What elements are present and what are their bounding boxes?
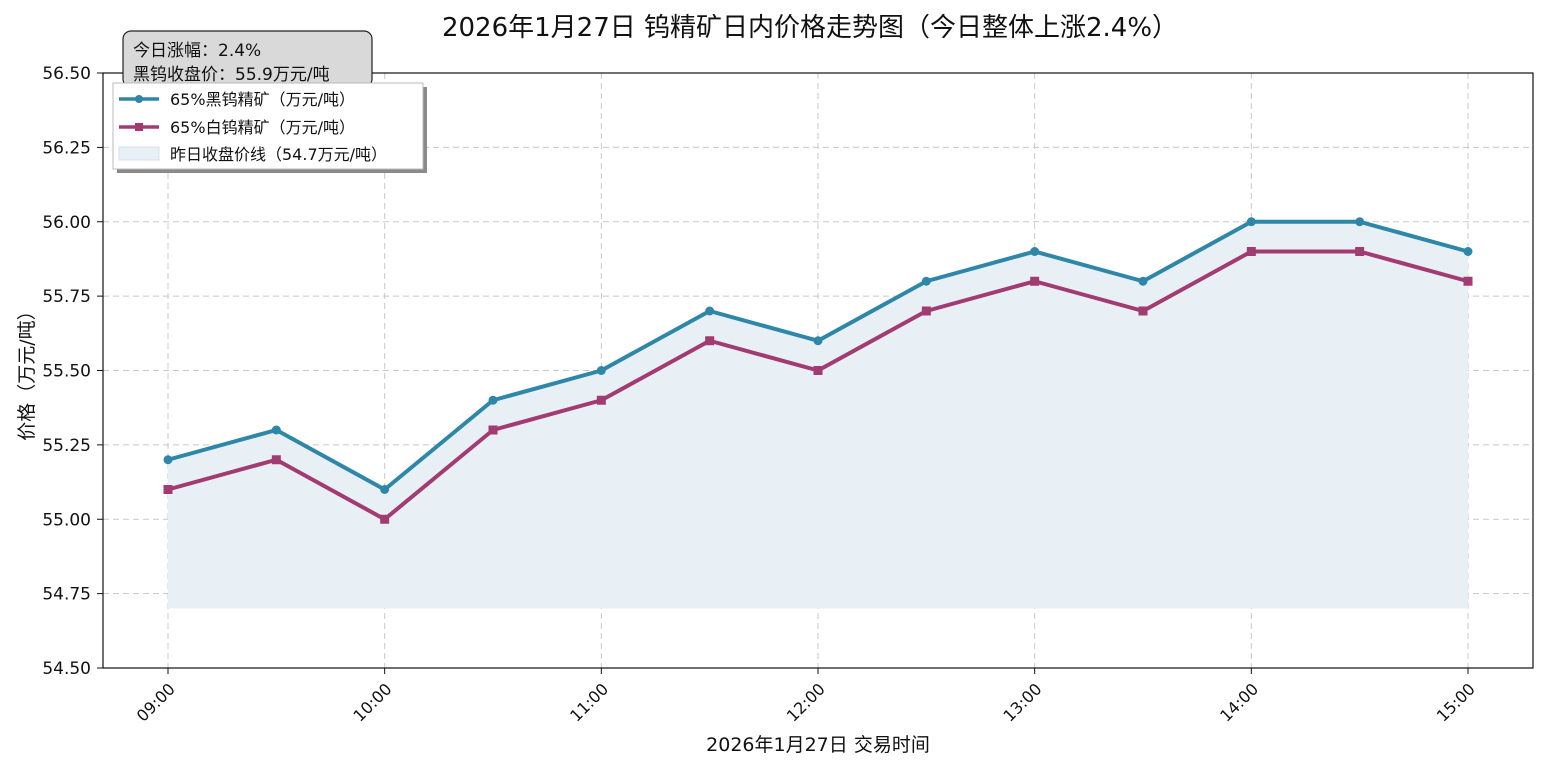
gain-annotation: 今日涨幅：2.4% 黑钨收盘价：55.9万元/吨 — [122, 30, 373, 88]
y-tick-label: 54.75 — [42, 585, 91, 605]
series-lines — [163, 217, 1473, 524]
data-point-white-tungsten — [271, 455, 281, 465]
y-tick-label: 55.75 — [42, 287, 91, 307]
y-axis-ticks: 54.50 54.75 55.00 55.25 55.50 55.75 56.00 56.25… — [42, 64, 103, 679]
x-axis-label: 2026年1月27日 交易时间 — [706, 734, 930, 756]
x-tick-label: 09:00 — [133, 679, 179, 725]
baseline-fill — [168, 221, 1468, 609]
data-point-black-tungsten — [705, 306, 715, 316]
data-point-black-tungsten — [380, 485, 390, 494]
data-point-white-tungsten — [813, 366, 823, 375]
data-point-white-tungsten — [380, 514, 390, 524]
data-point-black-tungsten — [1138, 276, 1148, 286]
x-tick-label: 13:00 — [999, 679, 1045, 725]
y-axis-label: 价格（万元/吨） — [16, 301, 38, 440]
legend-label-black-tungsten: 65%黑钨精矿（万元/吨） — [170, 90, 355, 109]
data-point-white-tungsten — [1246, 247, 1256, 256]
legend-marker-black-tungsten — [135, 95, 143, 103]
x-tick-label: 14:00 — [1216, 679, 1262, 725]
data-point-white-tungsten — [705, 336, 715, 346]
legend-marker-white-tungsten — [135, 123, 143, 131]
legend-box — [112, 82, 424, 170]
y-tick-label: 56.25 — [42, 138, 91, 158]
baseline-fill-area — [168, 221, 1468, 609]
legend-swatch-baseline — [118, 146, 160, 161]
data-point-black-tungsten — [1355, 217, 1365, 227]
data-point-black-tungsten — [921, 276, 931, 286]
data-point-black-tungsten — [596, 366, 606, 375]
data-point-black-tungsten — [1030, 247, 1040, 256]
chart-title: 2026年1月27日 钨精矿日内价格走势图（今日整体上涨2.4%） — [442, 13, 1178, 43]
legend-label-white-tungsten: 65%白钨精矿（万元/吨） — [170, 118, 355, 137]
data-point-black-tungsten — [488, 395, 498, 405]
annotation-close-text: 黑钨收盘价：55.9万元/吨 — [133, 65, 330, 85]
y-tick-label: 55.00 — [42, 510, 91, 530]
data-point-white-tungsten — [1463, 276, 1473, 286]
data-point-black-tungsten — [813, 336, 823, 346]
y-tick-label: 56.00 — [42, 213, 91, 233]
legend: 65%黑钨精矿（万元/吨） 65%白钨精矿（万元/吨） 昨日收盘价线（54.7万… — [112, 82, 427, 173]
y-tick-label: 55.50 — [42, 362, 91, 382]
data-point-white-tungsten — [1138, 306, 1148, 316]
data-point-black-tungsten — [1463, 247, 1473, 256]
data-point-white-tungsten — [488, 425, 498, 435]
y-tick-label: 56.50 — [42, 64, 91, 84]
data-point-white-tungsten — [1355, 247, 1365, 256]
data-point-white-tungsten — [921, 306, 931, 316]
x-tick-label: 10:00 — [349, 679, 395, 725]
annotation-gain-text: 今日涨幅：2.4% — [133, 41, 261, 61]
data-point-black-tungsten — [163, 455, 173, 465]
legend-label-baseline: 昨日收盘价线（54.7万元/吨） — [170, 145, 387, 164]
x-axis-ticks: 09:00 10:00 11:00 12:00 13:00 14:00 15:00 — [133, 668, 1479, 725]
data-point-white-tungsten — [1030, 276, 1040, 286]
data-point-white-tungsten — [163, 485, 173, 494]
x-tick-label: 11:00 — [566, 679, 612, 725]
data-point-black-tungsten — [271, 425, 281, 435]
x-tick-label: 15:00 — [1433, 679, 1479, 725]
data-point-black-tungsten — [1246, 217, 1256, 227]
data-point-white-tungsten — [596, 395, 606, 405]
x-tick-label: 12:00 — [783, 679, 829, 725]
y-tick-label: 55.25 — [42, 436, 91, 456]
y-tick-label: 54.50 — [42, 659, 91, 679]
